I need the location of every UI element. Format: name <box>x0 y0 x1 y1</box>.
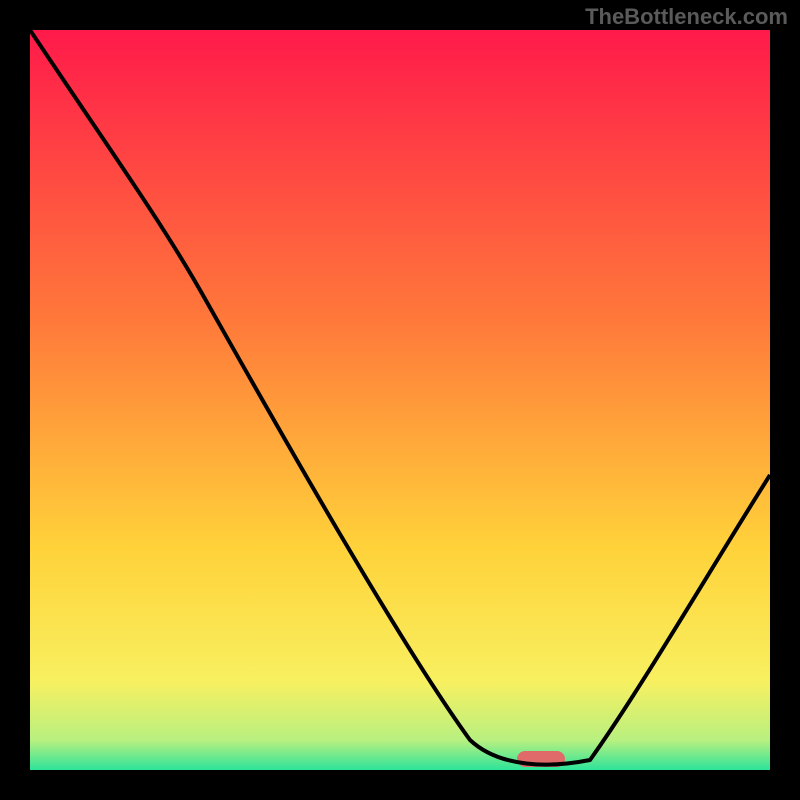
curve-path <box>30 30 770 765</box>
plot-area <box>30 30 770 770</box>
root: TheBottleneck.com <box>0 0 800 800</box>
watermark-text: TheBottleneck.com <box>585 4 788 30</box>
bottleneck-curve <box>30 30 770 770</box>
